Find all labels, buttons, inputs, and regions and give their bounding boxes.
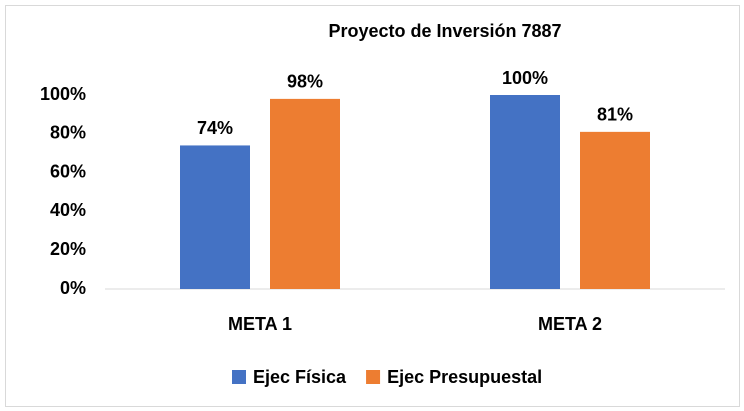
data-label: 100% [502, 68, 548, 88]
y-tick-label: 0% [60, 278, 86, 298]
legend-label: Ejec Presupuestal [387, 367, 542, 387]
y-tick-label: 100% [40, 84, 86, 104]
data-label: 81% [597, 105, 633, 125]
legend-swatch [366, 370, 381, 384]
x-tick-label: META 1 [228, 314, 292, 334]
data-label: 74% [197, 118, 233, 138]
chart-title: Proyecto de Inversión 7887 [328, 21, 561, 41]
legend-swatch [232, 370, 246, 384]
y-tick-label: 80% [50, 123, 86, 143]
y-tick-label: 60% [50, 161, 86, 181]
bar [270, 98, 340, 289]
legend-label: Ejec Física [253, 367, 347, 387]
bar [580, 131, 650, 289]
x-tick-label: META 2 [538, 314, 602, 334]
data-label: 98% [287, 72, 323, 92]
bar [490, 95, 560, 289]
y-tick-label: 40% [50, 200, 86, 220]
bar [180, 145, 250, 289]
y-tick-label: 20% [50, 239, 86, 259]
